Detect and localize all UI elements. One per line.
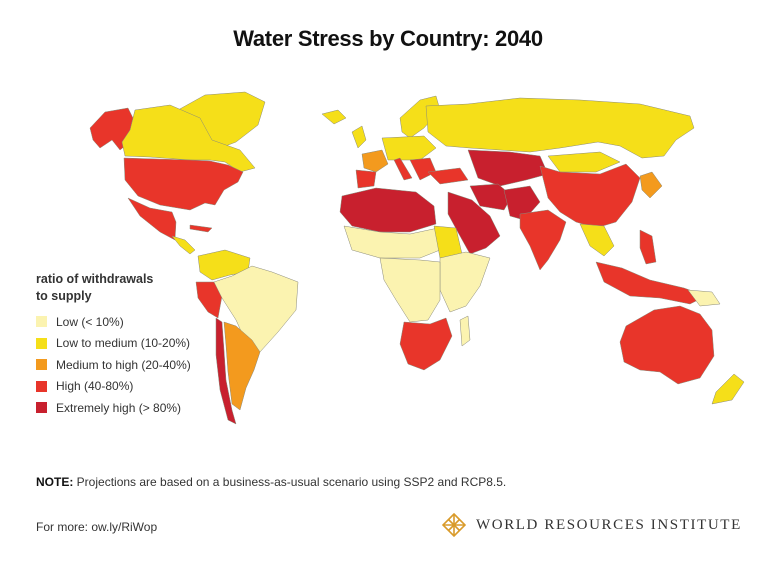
map-legend: ratio of withdrawals to supply Low (< 10… xyxy=(36,271,191,419)
region-chile xyxy=(215,317,237,425)
region-central-asia xyxy=(467,149,549,187)
legend-title-line2: to supply xyxy=(36,289,92,303)
region-indonesia xyxy=(595,261,707,305)
region-arabia xyxy=(447,191,501,255)
region-afghanistan-pakistan xyxy=(503,185,541,221)
region-argentina xyxy=(223,321,261,411)
region-australia xyxy=(619,305,715,385)
legend-swatch-extremely-high xyxy=(36,402,47,414)
legend-label-medium-high: Medium to high (20-40%) xyxy=(56,357,191,372)
legend-item-high: High (40-80%) xyxy=(36,376,191,398)
region-turkey xyxy=(427,167,469,185)
region-east-africa xyxy=(439,251,491,313)
wri-logo: WORLD RESOURCES INSTITUTE xyxy=(442,513,742,537)
legend-swatch-low-medium xyxy=(36,337,47,349)
logo-text: WORLD RESOURCES INSTITUTE xyxy=(476,516,742,533)
legend-label-extremely-high: Extremely high (> 80%) xyxy=(56,400,182,415)
region-north-africa xyxy=(339,187,437,233)
note-label: NOTE: xyxy=(36,475,74,489)
legend-swatch-low xyxy=(36,316,47,328)
region-southern-africa xyxy=(399,317,453,371)
region-central-europe xyxy=(381,135,437,161)
region-france xyxy=(361,149,389,173)
legend-swatch-medium-high xyxy=(36,359,47,371)
legend-item-extremely-high: Extremely high (> 80%) xyxy=(36,397,191,419)
legend-item-low: Low (< 10%) xyxy=(36,311,191,333)
region-balkans xyxy=(409,157,437,181)
legend-title-line1: ratio of withdrawals xyxy=(36,272,154,286)
legend-swatch-high xyxy=(36,380,47,392)
region-cuba xyxy=(189,224,213,233)
region-usa xyxy=(123,157,244,211)
region-russia xyxy=(425,97,695,159)
legend-title: ratio of withdrawals to supply xyxy=(36,271,191,305)
region-iberia xyxy=(355,169,377,189)
region-png xyxy=(687,289,721,307)
region-philippines xyxy=(639,229,657,265)
region-uk xyxy=(351,125,367,149)
legend-label-low-medium: Low to medium (10-20%) xyxy=(56,336,191,351)
region-new-zealand xyxy=(711,373,745,405)
region-china xyxy=(539,163,641,229)
region-central-africa xyxy=(379,257,441,323)
legend-label-high: High (40-80%) xyxy=(56,379,134,394)
region-korea-japan xyxy=(639,171,663,199)
wri-lattice-icon xyxy=(442,513,466,537)
legend-label-low: Low (< 10%) xyxy=(56,314,124,329)
region-central-america xyxy=(171,235,196,255)
more-link[interactable]: For more: ow.ly/RiWop xyxy=(36,520,158,534)
map-title: Water Stress by Country: 2040 xyxy=(233,26,543,51)
note-text: Projections are based on a business-as-u… xyxy=(73,475,507,489)
region-madagascar xyxy=(459,315,471,347)
region-india xyxy=(519,209,567,271)
note: NOTE: Projections are based on a busines… xyxy=(36,475,506,489)
region-southeast-asia xyxy=(579,223,615,257)
region-canada xyxy=(121,104,256,173)
region-mongolia xyxy=(547,151,621,173)
legend-item-medium-high: Medium to high (20-40%) xyxy=(36,354,191,376)
region-italy xyxy=(393,157,413,181)
region-brazil xyxy=(213,265,299,353)
region-iceland xyxy=(321,109,347,125)
legend-item-low-medium: Low to medium (10-20%) xyxy=(36,333,191,355)
